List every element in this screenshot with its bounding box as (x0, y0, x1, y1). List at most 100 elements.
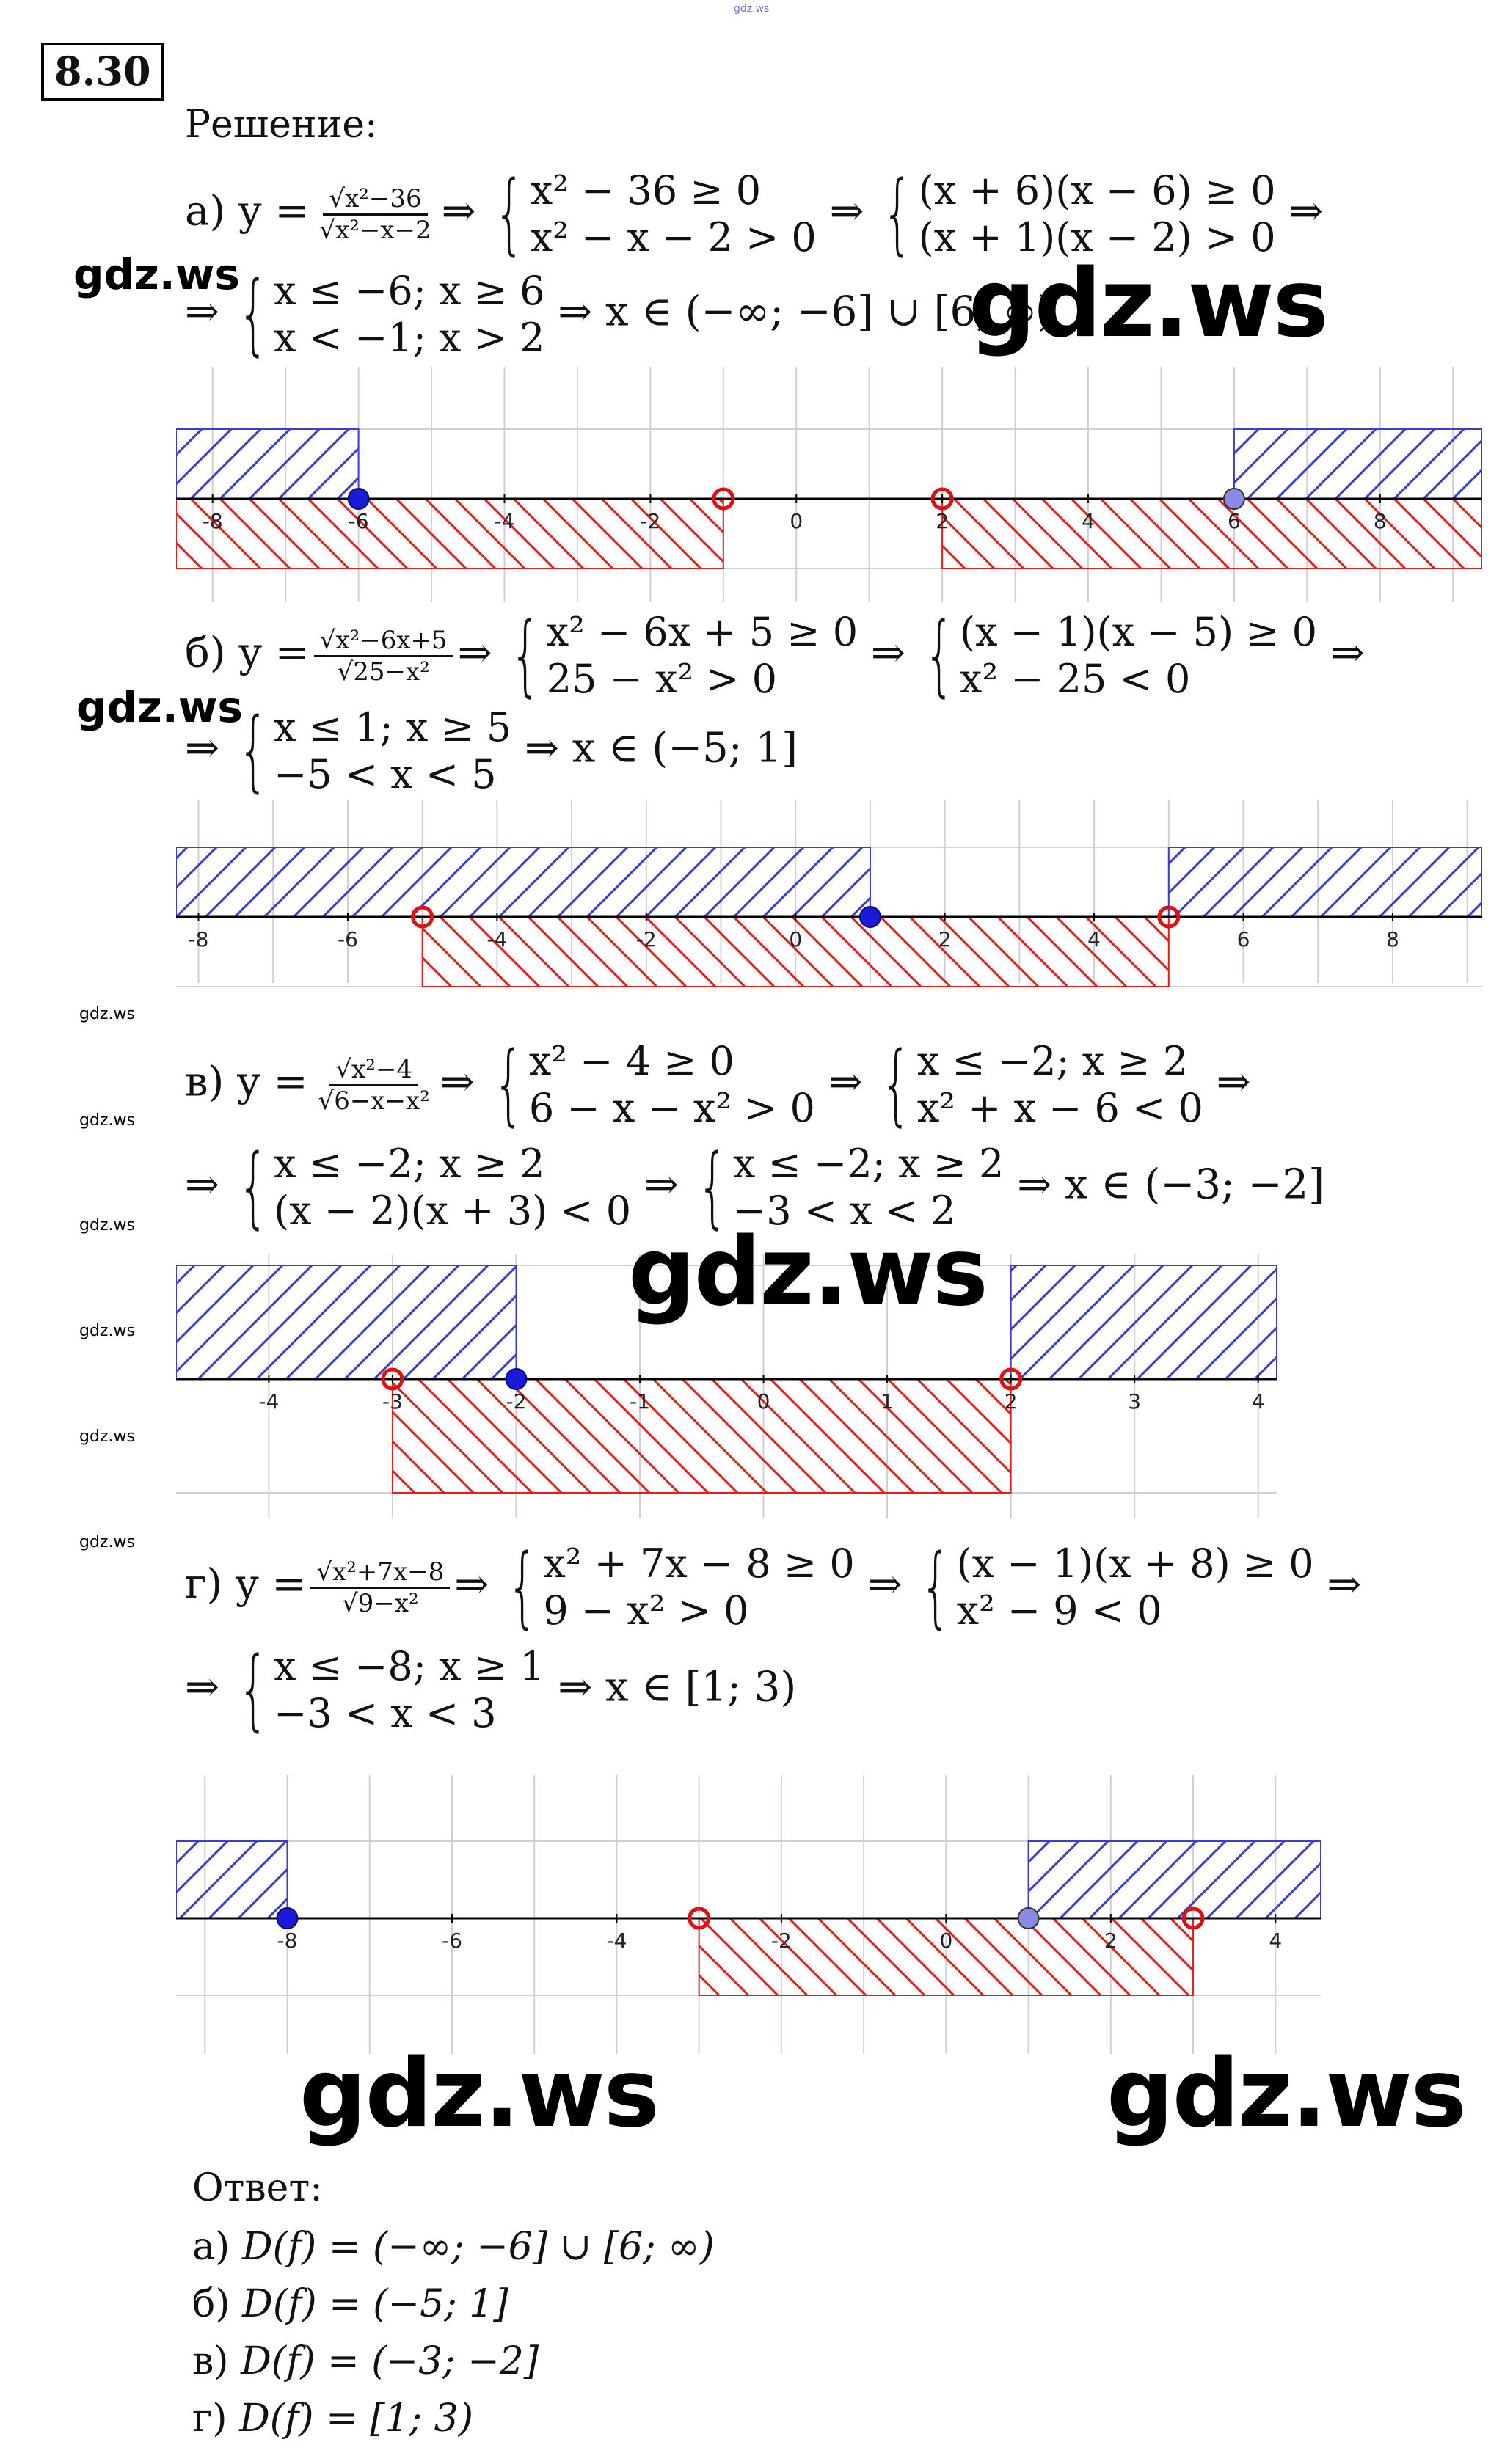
watermark-d-big-right: gdz.ws (1107, 2039, 1467, 2149)
tick-label: 2 (1005, 1389, 1018, 1414)
open-point (712, 487, 735, 511)
closed-point (505, 1368, 528, 1390)
part-a-prefix: а) y = (185, 187, 310, 235)
tick-label: -2 (640, 509, 660, 533)
watermark-a-big: gdz.ws (969, 249, 1329, 359)
tick-label: 0 (939, 1929, 952, 1953)
answer-item-a: а) D(f) = (−∞; −6] ∪ [6; ∞) (192, 2225, 715, 2269)
open-point (1157, 905, 1181, 929)
red-region (421, 916, 1170, 987)
blue-region (176, 1265, 517, 1380)
top-watermark: gdz.ws (734, 3, 770, 15)
blue-region (1010, 1265, 1277, 1380)
part-b-result: ⇒ x ∈ (−5; 1] (525, 724, 798, 772)
part-b-system-2: {(x − 1)(x − 5) ≥ 0 x² − 25 < 0 (923, 604, 1317, 706)
red-region (176, 498, 724, 569)
tick-label: 1 (881, 1389, 894, 1414)
solution-label: Решение: (185, 103, 378, 147)
part-b-line1: б) y = √x²−6x+5 √25−x² ⇒ {x² − 6x + 5 ≥ 0 25… (185, 604, 1365, 706)
blue-region (176, 847, 871, 918)
blue-region (1167, 847, 1482, 918)
tick-label: -6 (442, 1929, 462, 1953)
task-number: 8.30 (41, 43, 164, 101)
part-c-system-2: {x ≤ −2; x ≥ 2 x² + x − 6 < 0 (881, 1034, 1203, 1136)
tick-label: -4 (258, 1389, 279, 1414)
part-c-result: ⇒ x ∈ (−3; −2] (1017, 1160, 1325, 1209)
part-a-line1: а) y = √x²−36 √x²−x−2 ⇒ {x² − 36 ≥ 0 x² − x … (185, 163, 1324, 265)
tick-label: 6 (1237, 927, 1250, 951)
tick-label: -8 (277, 1929, 298, 1953)
tick-label: -6 (338, 927, 358, 951)
part-d-system-2: {(x − 1)(x + 8) ≥ 0 x² − 9 < 0 (920, 1536, 1314, 1638)
part-a-fraction: √x²−36 √x²−x−2 (319, 183, 431, 245)
watermark-b-side: gdz.ws (76, 682, 243, 732)
tick-label: -8 (203, 509, 223, 533)
watermark-c-big: gdz.ws (628, 1218, 988, 1327)
tick-label: 2 (1104, 1929, 1118, 1953)
closed-point (858, 906, 881, 928)
part-b-line2: ⇒ {x ≤ 1; x ≥ 5 −5 < x < 5 ⇒ x ∈ (−5; 1] (185, 700, 798, 802)
tick-label: -6 (349, 509, 369, 533)
tick-label: 4 (1087, 927, 1101, 951)
answer-item-c: в) D(f) = (−3; −2] (192, 2339, 539, 2383)
part-a-system-1: {x² − 36 ≥ 0 x² − x − 2 > 0 (494, 163, 817, 265)
closed-point (276, 1907, 299, 1929)
open-point (999, 1367, 1023, 1391)
tick-label: 2 (938, 927, 952, 951)
part-a-result: ⇒ x ∈ (−∞; −6] ∪ [6; ∞) (558, 288, 1054, 336)
tick-label: 0 (790, 509, 803, 533)
part-d-fraction: √x²+7x−8 √9−x² (310, 1557, 451, 1618)
open-point (381, 1367, 404, 1391)
tick-label: 6 (1228, 509, 1241, 533)
open-point (688, 1907, 711, 1930)
answer-label: Ответ: (192, 2166, 323, 2210)
part-a-system-2: {(x + 6)(x − 6) ≥ 0 (x + 1)(x − 2) > 0 (882, 163, 1276, 265)
tick-label: 3 (1128, 1389, 1141, 1414)
open-point (1181, 1907, 1205, 1930)
tick-label: 4 (1252, 1389, 1265, 1414)
part-b-fraction: √x²−6x+5 √25−x² (313, 626, 453, 687)
watermark-small-1: gdz.ws (79, 1005, 135, 1023)
tick-label: -4 (486, 927, 507, 951)
tick-label: -1 (630, 1389, 650, 1414)
watermark-small-4: gdz.ws (79, 1322, 135, 1340)
part-d-system-3: {x ≤ −8; x ≥ 1 −3 < x < 3 (237, 1639, 545, 1741)
tick-label: -8 (189, 927, 209, 951)
watermark-small-2: gdz.ws (79, 1111, 135, 1130)
tick-label: -2 (771, 1929, 792, 1953)
tick-label: -4 (495, 509, 515, 533)
part-c-system-4: {x ≤ −2; x ≥ 2 −3 < x < 2 (696, 1136, 1005, 1238)
red-region (941, 498, 1482, 569)
part-c-system-3: {x ≤ −2; x ≥ 2 (x − 2)(x + 3) < 0 (237, 1136, 632, 1238)
watermark-d-big-left: gdz.ws (299, 2039, 660, 2149)
watermark-small-6: gdz.ws (79, 1533, 135, 1551)
blue-region (176, 1840, 288, 1919)
tick-label: -2 (636, 927, 657, 951)
part-c-fraction: √x²−4 √6−x−x² (318, 1054, 430, 1116)
number-line-d: -8 -6 -4 -2 0 2 4 (176, 1775, 1321, 2054)
number-line-a: -8 -6 -4 -2 0 2 4 6 8 (176, 367, 1482, 602)
tick-label: 0 (789, 927, 802, 951)
tick-label: 2 (936, 509, 949, 533)
tick-label: 8 (1386, 927, 1399, 951)
closed-point (347, 488, 370, 510)
watermark-a-side: gdz.ws (73, 249, 240, 299)
watermark-small-3: gdz.ws (79, 1216, 135, 1235)
number-line-c: -4 -3 -2 -1 0 1 2 3 4 (176, 1254, 1277, 1518)
closed-point (1222, 488, 1245, 510)
tick-label: 4 (1269, 1929, 1282, 1953)
red-region (391, 1378, 1012, 1494)
answer-item-b: б) D(f) = (−5; 1] (192, 2282, 508, 2326)
watermark-small-5: gdz.ws (79, 1427, 135, 1446)
number-line-b: -8 -6 -4 -2 0 2 4 6 8 (176, 800, 1482, 987)
blue-region (1027, 1840, 1321, 1919)
part-d-result: ⇒ x ∈ [1; 3) (558, 1663, 797, 1711)
tick-label: 8 (1374, 509, 1387, 533)
part-d-line2: ⇒ {x ≤ −8; x ≥ 1 −3 < x < 3 ⇒ x ∈ [1; 3) (185, 1639, 797, 1741)
open-point (930, 487, 954, 511)
part-b-system-3: {x ≤ 1; x ≥ 5 −5 < x < 5 (237, 700, 512, 802)
